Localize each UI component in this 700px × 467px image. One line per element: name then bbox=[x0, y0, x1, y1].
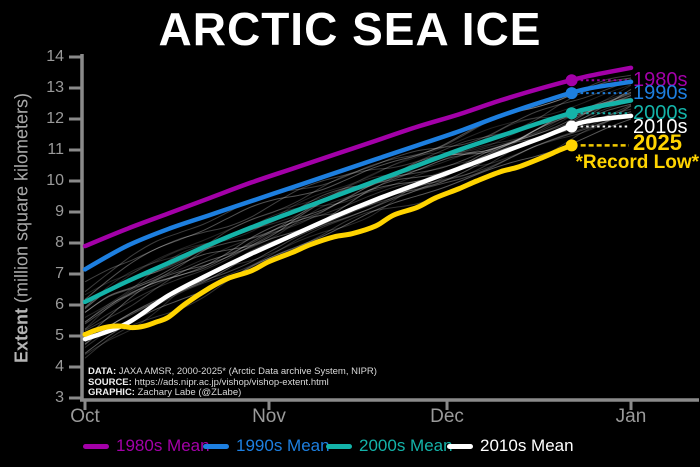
year-line bbox=[84, 74, 632, 293]
x-tick-label: Nov bbox=[252, 406, 286, 427]
credit-graphic-text: Zachary Labe (@ZLabe) bbox=[134, 387, 242, 398]
year-line bbox=[84, 78, 632, 308]
legend-item-2000s: 2000s Mean bbox=[326, 436, 453, 455]
credit-graphic-label: GRAPHIC: bbox=[88, 387, 135, 398]
line-1980s bbox=[82, 65, 634, 249]
x-tick-label: Oct bbox=[70, 406, 100, 427]
legend-label-2010s: 2010s Mean bbox=[480, 436, 574, 455]
y-tick-label: 13 bbox=[46, 79, 64, 96]
year-line bbox=[84, 84, 632, 309]
label-1990s: 1990s bbox=[633, 82, 688, 105]
dot-1990s bbox=[565, 87, 578, 100]
credit-graphic-line: GRAPHIC: Zachary Labe (@ZLabe) bbox=[88, 387, 377, 399]
label-1980s: 1980s bbox=[633, 69, 688, 92]
chart-title: ARCTIC SEA ICE bbox=[158, 3, 542, 55]
legend-item-1990s: 1990s Mean bbox=[203, 436, 330, 455]
credit-source-text: https://ads.nipr.ac.jp/vishop/vishop-ext… bbox=[131, 376, 329, 388]
legend-swatch-2000s bbox=[326, 443, 352, 449]
year-line bbox=[84, 79, 632, 283]
line-2000s bbox=[82, 98, 634, 305]
year-line bbox=[84, 77, 632, 300]
year-line bbox=[84, 99, 632, 309]
credits-block: DATA: JAXA AMSR, 2000-2025* (Arctic Data… bbox=[88, 366, 377, 399]
y-tick-label: 12 bbox=[46, 110, 64, 127]
credit-source-label: SOURCE: bbox=[88, 376, 132, 388]
label-2010s: 2010s bbox=[633, 115, 688, 138]
dot-2000s bbox=[565, 107, 578, 120]
legend-label-2000s: 2000s Mean bbox=[359, 436, 453, 455]
credit-data-label: DATA: bbox=[88, 366, 117, 377]
y-tick-label: 9 bbox=[55, 203, 64, 220]
y-axis-title: Extent (million square kilometers) bbox=[12, 93, 33, 363]
year-line bbox=[84, 105, 632, 348]
y-tick-label: 5 bbox=[55, 327, 64, 344]
y-tick-label: 14 bbox=[46, 48, 64, 65]
legend-swatch-2010s bbox=[447, 443, 473, 449]
y-tick-label: 7 bbox=[55, 265, 64, 282]
label-2025: 2025 bbox=[633, 130, 682, 156]
x-tick-label: Jan bbox=[615, 406, 647, 427]
y-tick-label: 8 bbox=[55, 234, 64, 251]
legend-label-1990s: 1990s Mean bbox=[236, 436, 330, 455]
y-tick-label: 6 bbox=[55, 296, 64, 313]
year-line bbox=[84, 98, 632, 324]
dot-2010s bbox=[565, 120, 578, 133]
x-tick-label: Dec bbox=[430, 406, 464, 427]
label-2000s: 2000s bbox=[633, 102, 688, 125]
credit-source-line: SOURCE: https://ads.nipr.ac.jp/vishop/vi… bbox=[88, 376, 377, 389]
dot-1980s bbox=[565, 74, 578, 87]
y-tick-label: 3 bbox=[55, 389, 64, 406]
year-line bbox=[84, 95, 632, 318]
legend-item-2010s: 2010s Mean bbox=[447, 436, 574, 455]
y-tick-label: 4 bbox=[55, 358, 64, 375]
year-line bbox=[84, 118, 632, 354]
legend-label-1980s: 1980s Mean bbox=[116, 436, 210, 455]
line-1990s bbox=[82, 79, 634, 272]
record-dot-2025 bbox=[565, 139, 578, 152]
legend-swatch-1990s bbox=[203, 443, 229, 449]
y-tick-label: 10 bbox=[46, 172, 64, 189]
y-tick-label: 11 bbox=[47, 141, 64, 158]
credit-data-text: JAXA AMSR, 2000-2025* (Arctic Data archi… bbox=[116, 366, 377, 377]
year-line bbox=[84, 100, 632, 330]
legend-item-1980s: 1980s Mean bbox=[83, 436, 210, 455]
credit-data-line: DATA: JAXA AMSR, 2000-2025* (Arctic Data… bbox=[88, 366, 377, 378]
line-2025 bbox=[82, 142, 575, 337]
year-line bbox=[84, 100, 632, 323]
legend-swatch-1980s bbox=[83, 443, 109, 449]
year-line bbox=[84, 91, 632, 330]
line-2010s bbox=[82, 113, 634, 342]
label-record-low: *Record Low* bbox=[575, 152, 699, 174]
